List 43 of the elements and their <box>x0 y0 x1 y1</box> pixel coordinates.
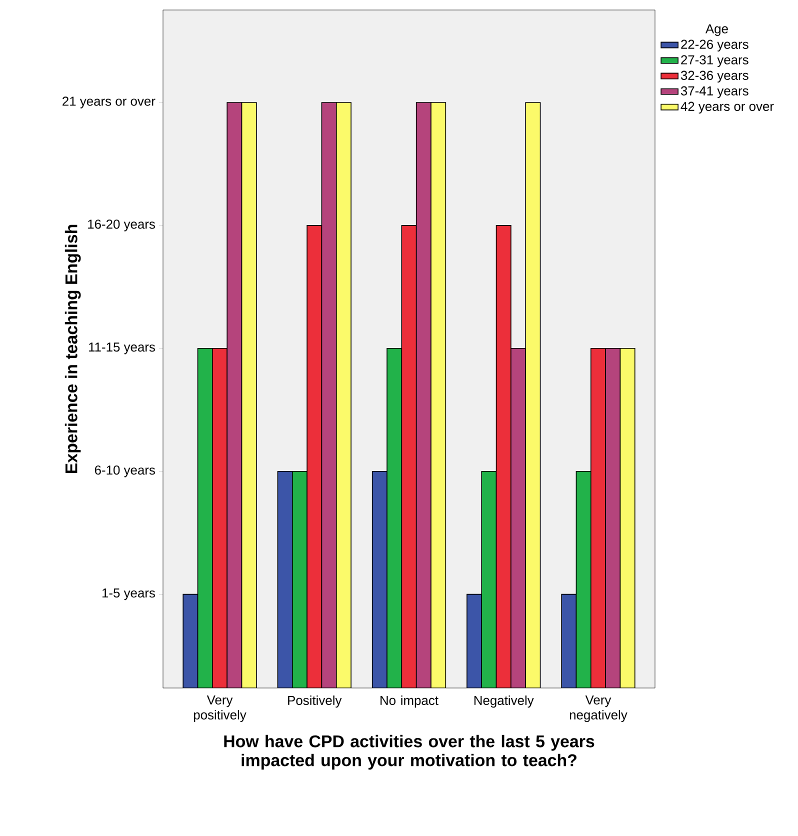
y-axis-title: Experience in teaching English <box>64 224 81 474</box>
bar <box>292 470 308 688</box>
x-axis-title: How have CPD activities over the last 5 years impacted upon your motivation to teach? <box>224 734 594 770</box>
text: 21 years or over <box>62 96 156 108</box>
text: 1-5 years <box>102 588 155 600</box>
bar <box>561 594 577 688</box>
legend-label: 37-41 years <box>680 86 748 98</box>
bar <box>496 225 512 688</box>
bar <box>576 470 592 688</box>
x-tick-label: No impact <box>380 696 438 708</box>
text: 6-10 years <box>94 465 155 478</box>
bar <box>525 102 541 688</box>
bar <box>430 102 446 688</box>
text: 11-15 years <box>89 342 155 354</box>
bar <box>242 102 256 688</box>
bar <box>183 594 198 688</box>
bar <box>401 225 417 688</box>
x-tick-label: Positively <box>288 696 342 708</box>
bar <box>372 470 388 688</box>
x-tick-label: Very positively <box>194 696 246 722</box>
bar <box>605 348 621 688</box>
bar <box>386 348 402 688</box>
legend-label: 32-36 years <box>680 70 748 83</box>
x-tick-label: Very negatively <box>570 696 628 722</box>
bar <box>212 348 228 688</box>
bar <box>198 348 212 688</box>
bar <box>481 470 497 688</box>
legend-label: 27-31 years <box>681 55 748 67</box>
bar <box>227 102 242 688</box>
bar <box>620 348 636 688</box>
legend-label: 22-26 years <box>681 40 748 52</box>
bar <box>416 102 432 688</box>
bar <box>321 102 337 688</box>
bar <box>306 225 322 688</box>
legend-label: 42 years or over <box>680 102 774 114</box>
text: 16-20 years <box>88 220 155 232</box>
legend-title: Age <box>705 24 728 36</box>
bar <box>510 348 526 688</box>
x-tick-label: Negatively <box>474 696 534 708</box>
bar <box>590 348 606 688</box>
bar <box>277 470 293 688</box>
bar <box>336 102 352 688</box>
bar <box>466 594 482 688</box>
